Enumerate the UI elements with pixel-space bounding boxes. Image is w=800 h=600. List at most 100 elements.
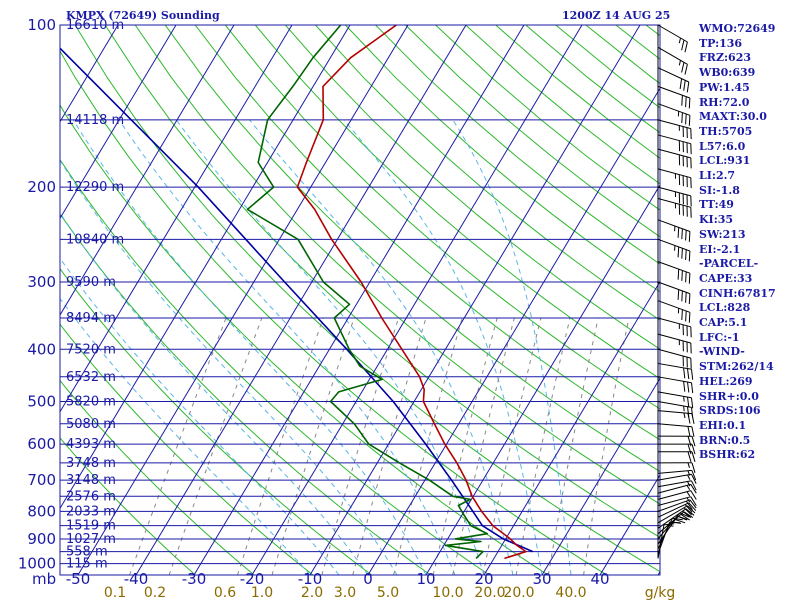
wind-barb: [657, 103, 691, 126]
isotherm-line: [251, 25, 583, 575]
wind-feather: [691, 436, 696, 447]
temperature-tick-label: -50: [66, 570, 91, 588]
wind-feather: [685, 500, 693, 510]
wind-feather: [687, 436, 692, 447]
wind-feather: [677, 289, 680, 300]
stats-panel: WMO:72649 TP:136 FRZ:623 WB0:639 PW:1.45 RH:7…: [699, 22, 799, 463]
wind-feather: [685, 96, 687, 108]
mixing-ratio-line: [452, 317, 515, 575]
dry-adiabat-line: [104, 25, 660, 538]
wind-barb-shaft: [657, 186, 691, 197]
mixing-ratio-tick-label: 20.0: [474, 585, 505, 600]
wind-feather: [683, 507, 692, 516]
wind-barb-shaft: [657, 85, 691, 99]
wind-barb: [657, 148, 692, 169]
wind-barb: [657, 490, 697, 500]
wind-barb-shaft: [657, 362, 692, 370]
mixing-ratio-line: [168, 317, 263, 575]
wind-feather: [690, 484, 697, 494]
wind-feather: [684, 504, 693, 513]
wind-feather: [681, 62, 685, 73]
mixing-ratio-unit-label: g/kg: [645, 585, 676, 600]
wind-barb: [657, 24, 688, 53]
wind-barb: [657, 119, 692, 140]
mixing-ratio-line: [547, 317, 599, 575]
mixing-ratio-line: [352, 317, 427, 575]
stat-line: STM:262/14: [699, 360, 774, 374]
wind-barb-shaft: [657, 423, 692, 428]
height-label: 3148 m: [66, 473, 116, 488]
wind-barb: [657, 46, 688, 75]
wind-barb-shaft: [657, 119, 691, 130]
wind-feather: [681, 290, 683, 302]
stat-line: SHR+:0.0: [699, 389, 759, 403]
wind-barb: [657, 505, 696, 524]
wind-barb-shaft: [657, 168, 691, 179]
moist-adiabat-line: [60, 212, 369, 575]
mixing-ratio-line: [393, 317, 463, 575]
temperature-tick-label: 10: [416, 570, 435, 588]
wind-feather: [688, 231, 691, 242]
temperature-tick-label: 40: [590, 570, 609, 588]
stat-line: -PARCEL-: [699, 257, 759, 271]
wind-barb-shaft: [657, 490, 691, 500]
mixing-ratio-line: [482, 317, 542, 575]
mixing-ratio-tick-label: 2.0: [301, 585, 323, 600]
pressure-tick-label: 800: [27, 502, 56, 520]
height-label: 4393 m: [66, 437, 116, 452]
wind-half-feather: [678, 37, 681, 44]
pressure-tick-label: 900: [27, 530, 56, 548]
wind-feather: [687, 426, 691, 437]
stat-line: SI:-1.8: [699, 183, 740, 197]
wind-barb: [657, 300, 691, 323]
wind-feather: [688, 115, 691, 126]
mixing-ratio-tick-label: 40.0: [555, 585, 586, 600]
wind-barb-shaft: [657, 103, 691, 116]
wind-feather: [688, 312, 691, 323]
isotherm-line: [60, 25, 351, 510]
wind-feather: [687, 406, 690, 418]
wind-barb-shaft: [657, 333, 691, 344]
wind-barb-shaft: [657, 499, 691, 512]
wind-feather: [691, 470, 697, 481]
stat-line: MAXT:30.0: [699, 110, 767, 124]
temperature-tick-label: -20: [240, 570, 265, 588]
stat-line: BRN:0.5: [699, 433, 751, 447]
wind-barb: [657, 219, 691, 242]
parcel-trace: [60, 47, 534, 553]
stat-line: LCL:931: [699, 154, 751, 168]
wind-feather: [687, 368, 690, 380]
stat-line: FRZ:623: [699, 51, 752, 65]
isotherm-line: [541, 377, 660, 575]
dry-adiabat-line: [164, 25, 660, 473]
moist-adiabat-line: [249, 119, 514, 575]
wind-barb: [657, 483, 697, 494]
wind-feather: [688, 502, 697, 511]
mixing-ratio-tick-label: 0.1: [104, 585, 126, 600]
pressure-tick-label: 300: [27, 273, 56, 291]
wind-feather: [677, 269, 680, 280]
mixing-ratio-line: [321, 317, 399, 575]
temperature-tick-label: -10: [298, 570, 323, 588]
temperature-tick-label: -30: [182, 570, 207, 588]
dry-adiabat-line: [60, 267, 372, 575]
wind-half-feather: [687, 462, 690, 468]
temperature-tick-label: 0: [363, 570, 373, 588]
height-label: 2576 m: [66, 489, 116, 504]
wind-feather: [689, 499, 697, 509]
wind-barb: [657, 376, 694, 394]
dry-adiabat-line: [194, 25, 660, 441]
wind-barb-shaft: [657, 511, 685, 535]
mixing-ratio-tick-label: 0.2: [144, 585, 166, 600]
wind-barb-shaft: [657, 67, 690, 83]
wind-barb: [657, 261, 691, 284]
stat-line: TT:49: [699, 198, 734, 212]
wind-barb: [657, 499, 697, 512]
wind-barb-shaft: [657, 317, 691, 328]
stat-line: WMO:72649: [699, 22, 776, 35]
dry-adiabat-line: [315, 25, 660, 321]
wind-feather: [680, 513, 690, 521]
wind-barb-shaft: [657, 469, 692, 474]
wind-barb-shaft: [657, 376, 692, 384]
